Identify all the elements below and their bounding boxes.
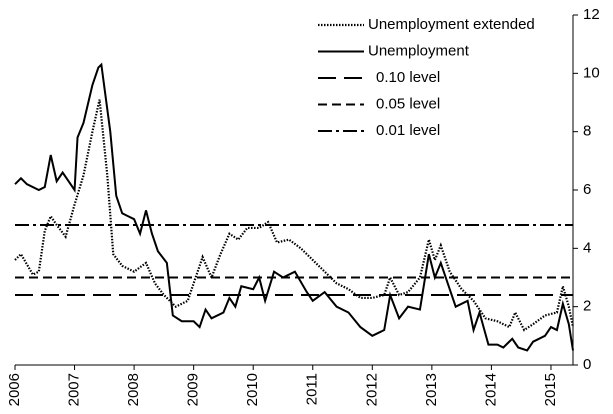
x-tick-label: 2011 — [304, 373, 321, 405]
legend-label: Unemployment — [368, 42, 470, 59]
legend-label: 0.10 level — [376, 69, 440, 86]
y-tick-label: 12 — [583, 6, 600, 23]
legend-label: 0.05 level — [376, 95, 440, 112]
y-tick-label: 6 — [583, 181, 591, 198]
x-tick-label: 2010 — [244, 373, 261, 406]
x-tick-label: 2006 — [6, 373, 23, 406]
y-tick-label: 2 — [583, 298, 591, 315]
x-tick-label: 2007 — [66, 373, 83, 406]
line — [14, 99, 575, 332]
x-tick-label: 2015 — [542, 373, 559, 406]
line — [14, 62, 574, 352]
legend-label: Unemployment extended — [368, 16, 535, 33]
y-tick-label: 0 — [583, 356, 591, 373]
x-tick-label: 2012 — [363, 373, 380, 406]
x-tick-label: 2013 — [423, 373, 440, 406]
y-tick-label: 4 — [583, 239, 591, 256]
x-tick-label: 2009 — [185, 373, 202, 406]
x-tick-label: 2008 — [125, 373, 142, 406]
legend-label: 0.01 level — [376, 122, 440, 139]
y-tick-label: 8 — [583, 123, 591, 140]
x-tick-label: 2014 — [482, 373, 499, 406]
y-tick-label: 10 — [583, 64, 600, 81]
